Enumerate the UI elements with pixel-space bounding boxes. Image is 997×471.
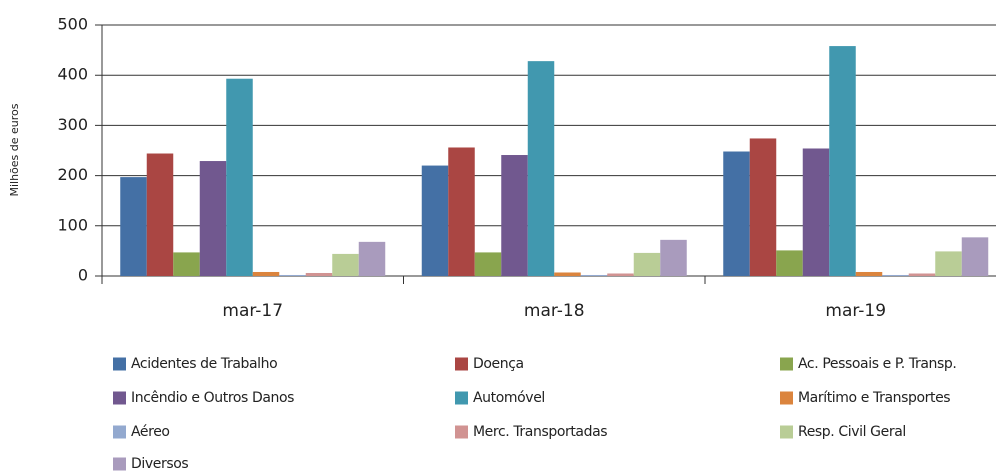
x-tick-label: mar-17 (222, 301, 283, 321)
legend-label: Resp. Civil Geral (798, 424, 906, 440)
bar (802, 148, 830, 276)
bar (199, 161, 227, 276)
bar (173, 252, 200, 276)
legend-swatch (780, 391, 793, 405)
bar (829, 46, 856, 276)
y-tick-label: 100 (57, 215, 88, 234)
bar (474, 252, 502, 276)
bar (527, 61, 555, 277)
legend-swatch (113, 357, 126, 371)
bar (935, 251, 962, 276)
bar (908, 273, 936, 276)
bar (120, 177, 147, 276)
bar (855, 271, 883, 276)
bar (501, 155, 528, 276)
bar (146, 153, 174, 276)
bar (252, 271, 280, 276)
legend-label: Aéreo (131, 424, 170, 440)
y-axis-label: Milhões de euros (8, 103, 21, 196)
y-tick-label: 0 (78, 266, 88, 285)
legend-swatch (455, 391, 468, 405)
y-tick-label: 500 (57, 15, 88, 34)
legend-swatch (113, 457, 126, 471)
bar (882, 274, 909, 276)
x-tick-label: mar-18 (524, 301, 585, 321)
bar (421, 165, 449, 276)
bar (660, 239, 687, 276)
legend-swatch (780, 425, 793, 439)
y-tick-label: 300 (57, 115, 88, 134)
legend-swatch (113, 425, 126, 439)
legend-label: Automóvel (473, 390, 545, 406)
legend-label: Merc. Transportadas (473, 424, 607, 440)
x-tick-label: mar-19 (825, 301, 886, 321)
bar (448, 147, 475, 276)
bar (723, 151, 750, 276)
bar (580, 274, 608, 276)
y-tick-label: 200 (57, 165, 88, 184)
legend-label: Incêndio e Outros Danos (131, 390, 294, 406)
legend-swatch (455, 357, 468, 371)
bar (279, 274, 306, 276)
bar (305, 272, 333, 276)
bar (332, 253, 359, 276)
legend-label: Acidentes de Trabalho (131, 356, 277, 372)
bar (554, 272, 581, 276)
legend-label: Doença (473, 356, 524, 372)
y-tick-label: 400 (57, 65, 88, 84)
legend-label: Marítimo e Transportes (798, 390, 950, 406)
bar (633, 252, 661, 276)
bar (226, 78, 253, 277)
legend-label: Ac. Pessoais e P. Transp. (798, 356, 956, 372)
legend-label: Diversos (131, 456, 188, 471)
bar (961, 237, 989, 276)
bar (358, 241, 386, 276)
bar (749, 138, 777, 276)
bar (607, 273, 634, 276)
legend-swatch (113, 391, 126, 405)
bar (776, 250, 803, 276)
legend-swatch (455, 425, 468, 439)
legend-swatch (780, 357, 793, 371)
